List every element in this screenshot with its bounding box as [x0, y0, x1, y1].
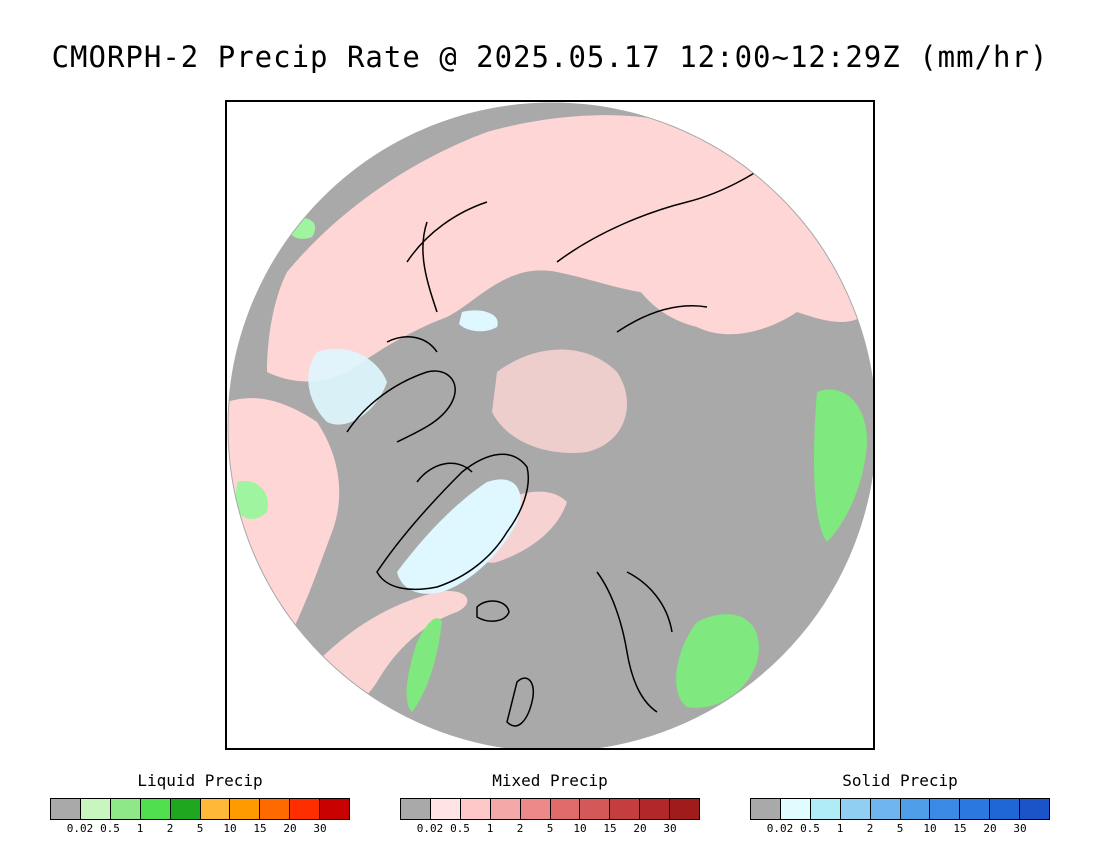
legend-tick-label: 10: [923, 822, 937, 835]
north-atlantic-liquid-band: [406, 618, 442, 712]
legend-swatch: [520, 799, 551, 819]
legend-tick-label: 2: [866, 822, 874, 835]
legend-swatch: [960, 799, 991, 819]
polar-map: [227, 102, 873, 748]
legend-swatch: [640, 799, 671, 819]
legend-tick-label: 15: [253, 822, 267, 835]
legend-tick-label: 30: [313, 822, 327, 835]
legend-swatch: [51, 799, 81, 819]
liquid-precip-legend: Liquid Precip 0.02 0.5 1 2 5 10 15 20 30: [50, 770, 350, 836]
alaska-coastline: [406, 201, 488, 313]
legend-ticks: 0.02 0.5 1 2 5 10 15 20 30: [400, 822, 700, 836]
legend-ticks: 0.02 0.5 1 2 5 10 15 20 30: [750, 822, 1050, 836]
legend-tick-label: 5: [546, 822, 554, 835]
legend-tick-label: 10: [223, 822, 237, 835]
legend-tick-label: 0.02: [766, 822, 794, 835]
legend-swatch: [900, 799, 931, 819]
legend-swatch: [550, 799, 581, 819]
legend-tick-label: 1: [836, 822, 844, 835]
canada-liquid-region: [235, 481, 268, 519]
legend-swatch: [260, 799, 291, 819]
legend-ticks: 0.02 0.5 1 2 5 10 15 20 30: [50, 822, 350, 836]
legend-swatch: [610, 799, 641, 819]
legend-tick-label: 0.5: [800, 822, 820, 835]
legend-swatch: [460, 799, 491, 819]
legend-tick-label: 0.5: [100, 822, 120, 835]
north-pole-mixed: [492, 349, 627, 453]
legend-swatch: [230, 799, 261, 819]
europe-liquid-region: [676, 614, 759, 708]
legend-tick-label: 15: [603, 822, 617, 835]
legend-tick-label: 0.02: [416, 822, 444, 835]
legend-tick-label: 15: [953, 822, 967, 835]
legend-tick-label: 30: [663, 822, 677, 835]
legend-title: Mixed Precip: [492, 771, 608, 790]
legend-swatch: [110, 799, 141, 819]
legend-swatch: [580, 799, 611, 819]
legend-tick-label: 20: [633, 822, 647, 835]
hemisphere-outline: [227, 102, 873, 748]
legend-tick-label: 10: [573, 822, 587, 835]
legend-swatch: [810, 799, 841, 819]
legend-swatch: [290, 799, 321, 819]
legend-swatch: [990, 799, 1021, 819]
legend-colorbar: [750, 798, 1050, 820]
legend-swatch: [140, 799, 171, 819]
legend-swatch: [430, 799, 461, 819]
legend-swatch: [1020, 799, 1050, 819]
legend-swatch: [870, 799, 901, 819]
legend-tick-label: 2: [166, 822, 174, 835]
legend-tick-label: 5: [196, 822, 204, 835]
legend-colorbar: [50, 798, 350, 820]
legend-swatch: [670, 799, 700, 819]
legend-colorbar: [400, 798, 700, 820]
legend-swatch: [170, 799, 201, 819]
legend-tick-label: 1: [136, 822, 144, 835]
canadian-archipelago-coastline: [346, 336, 473, 483]
legend-swatch: [751, 799, 781, 819]
legend-tick-label: 30: [1013, 822, 1027, 835]
legend-swatch: [80, 799, 111, 819]
legend-tick-label: 1: [486, 822, 494, 835]
legend-tick-label: 20: [283, 822, 297, 835]
legend-tick-label: 0.5: [450, 822, 470, 835]
iceland-coastline: [476, 600, 510, 622]
legend-swatch: [401, 799, 431, 819]
mixed-precip-legend: Mixed Precip 0.02 0.5 1 2 5 10 15 20 30: [400, 770, 700, 836]
legend-tick-label: 2: [516, 822, 524, 835]
greenland-solid-region: [397, 479, 521, 594]
scandinavia-coastline: [596, 571, 673, 713]
map-frame: [225, 100, 875, 750]
siberia-mixed-region: [613, 121, 873, 335]
legend-swatch: [320, 799, 350, 819]
british-isles-coastline: [506, 677, 534, 727]
legend-swatch: [780, 799, 811, 819]
map-title: CMORPH-2 Precip Rate @ 2025.05.17 12:00~…: [51, 40, 1049, 74]
legend-swatch: [930, 799, 961, 819]
legend-tick-label: 0.02: [66, 822, 94, 835]
legend-tick-label: 20: [983, 822, 997, 835]
legend-swatch: [490, 799, 521, 819]
siberia-liquid-region: [814, 389, 867, 542]
legend-swatch: [200, 799, 231, 819]
legend-tick-label: 5: [896, 822, 904, 835]
solid-precip-legend: Solid Precip 0.02 0.5 1 2 5 10 15 20 30: [750, 770, 1050, 836]
greenland-coastline: [376, 453, 529, 591]
legend-title: Liquid Precip: [137, 771, 263, 790]
canadian-arctic-solid-region: [308, 348, 387, 425]
arctic-ocean-solid-patch: [459, 310, 498, 332]
legend-title: Solid Precip: [842, 771, 958, 790]
coastlines: [346, 151, 788, 727]
legend-swatch: [840, 799, 871, 819]
